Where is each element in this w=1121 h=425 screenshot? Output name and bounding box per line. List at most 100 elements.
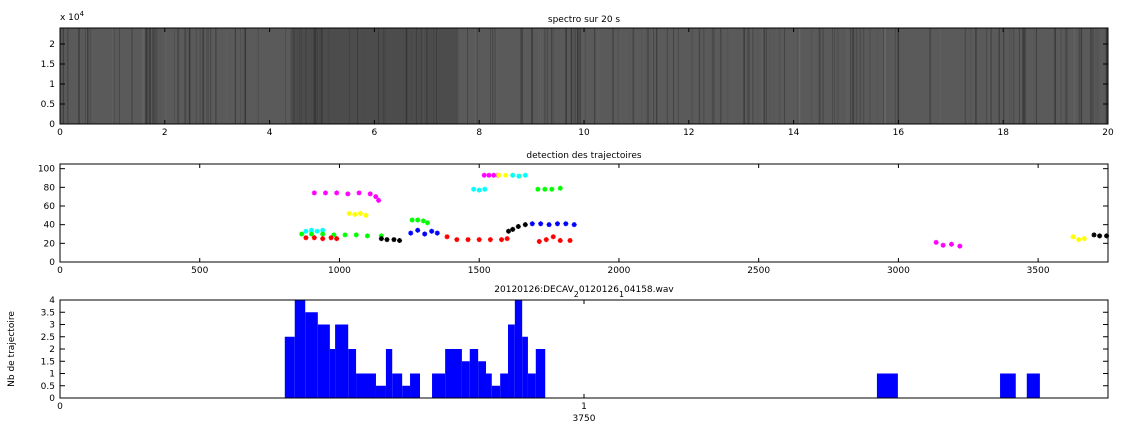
x-tick-label: 500 <box>191 266 208 276</box>
trajectory-point <box>487 237 493 243</box>
trajectory-point <box>503 172 509 178</box>
x-tick-label: 8 <box>476 128 482 138</box>
trajectory-point <box>529 221 535 227</box>
spectrogram-band <box>290 28 459 124</box>
trajectory-point <box>550 234 556 240</box>
bar <box>461 361 470 398</box>
y-tick-label: 0.5 <box>41 100 55 110</box>
bar <box>486 373 492 398</box>
bar <box>491 385 501 398</box>
bar <box>348 349 357 398</box>
x-tick-label: 2 <box>162 128 168 138</box>
trajectory-point <box>476 187 482 193</box>
trajectory-point <box>408 230 414 236</box>
trajectory-point <box>314 228 320 234</box>
trajectory-point <box>1076 237 1082 243</box>
trajectory-point <box>1070 234 1076 240</box>
trajectory-point <box>303 228 309 234</box>
bar <box>876 373 898 398</box>
y-tick-label: 0 <box>49 394 55 404</box>
bar <box>522 336 528 398</box>
trajectory-point <box>567 238 573 244</box>
x-tick-label: 2500 <box>747 266 770 276</box>
y-tick-label: 0 <box>49 120 55 130</box>
trajectory-point <box>554 221 560 227</box>
bar <box>445 349 462 398</box>
title-part: 04158.wav <box>624 285 674 295</box>
bar <box>478 361 487 398</box>
title-subscript: 1 <box>619 290 624 299</box>
x-tick-label: 16 <box>893 128 905 138</box>
x-tick-label: 1000 <box>328 266 351 276</box>
trajectory-point <box>506 228 512 234</box>
bar <box>535 349 546 398</box>
trajectory-point <box>522 222 528 228</box>
spectrogram-image <box>60 28 1108 124</box>
trajectory-point <box>557 238 563 244</box>
trajectory-point <box>415 217 421 223</box>
trajectory-point <box>948 241 954 247</box>
trajectory-point <box>444 234 450 240</box>
trajectory-point <box>328 235 334 241</box>
trajectory-point <box>510 172 516 178</box>
trajectory-point <box>538 221 544 227</box>
axes-background <box>60 300 1108 398</box>
bar <box>469 349 479 398</box>
trajectory-point <box>309 231 315 237</box>
trajectory-point <box>940 242 946 248</box>
bar <box>514 300 523 398</box>
trajectory-point <box>373 194 379 200</box>
trajectory-point <box>303 235 309 241</box>
trajectory-point <box>384 237 390 243</box>
trajectory-point <box>504 236 510 242</box>
trajectory-point <box>522 172 528 178</box>
trajectory-point <box>309 227 315 233</box>
x-tick-label: 1 <box>581 402 587 412</box>
trajectory-point <box>471 186 477 192</box>
y-tick-label: 3.5 <box>41 308 55 318</box>
trajectory-point <box>320 231 326 237</box>
trajectory-point <box>320 227 326 233</box>
bar <box>329 349 336 398</box>
bar <box>1000 373 1016 398</box>
trajectory-point <box>454 237 460 243</box>
y-tick-label: 80 <box>44 183 56 193</box>
trajectory-point <box>345 191 351 197</box>
y-multiplier: x 104 <box>60 10 85 23</box>
bar <box>294 300 306 398</box>
trajectory-point <box>543 237 549 243</box>
x-tick-label: 12 <box>683 128 694 138</box>
trajectory-point <box>391 237 397 243</box>
axes-title: spectro sur 20 s <box>548 15 621 25</box>
trajectory-point <box>334 190 340 196</box>
trajectory-point <box>424 220 430 226</box>
trajectory-point <box>331 232 337 238</box>
trajectory-point <box>409 217 415 223</box>
bar <box>385 349 393 398</box>
y-tick-label: 1 <box>49 370 55 380</box>
trajectory-point <box>546 222 552 228</box>
x-tick-label: 0 <box>57 128 63 138</box>
trajectory-point <box>1091 232 1097 238</box>
axes-title: detection des trajectoires <box>526 151 641 161</box>
trajectory-point <box>481 172 487 178</box>
y-tick-label: 20 <box>44 239 56 249</box>
x-tick-label: 3000 <box>887 266 910 276</box>
y-tick-label: 1.5 <box>41 60 55 70</box>
trajectory-point <box>367 191 373 197</box>
bar <box>392 373 403 398</box>
trajectory-point <box>342 232 348 238</box>
trajectory-point <box>536 238 542 244</box>
bar <box>1026 373 1040 398</box>
bar <box>375 385 386 398</box>
x-tick-label: 0 <box>57 402 63 412</box>
trajectory-point <box>320 236 326 242</box>
y-axis-label: Nb de trajectoire <box>7 311 17 387</box>
y-tick-label: 100 <box>38 165 55 175</box>
trajectory-point <box>515 224 521 230</box>
y-multiplier-exponent: 4 <box>80 10 85 18</box>
bar <box>500 373 509 398</box>
y-tick-label: 3 <box>49 321 55 331</box>
trajectory-point <box>352 211 358 217</box>
trajectory-point <box>356 190 362 196</box>
